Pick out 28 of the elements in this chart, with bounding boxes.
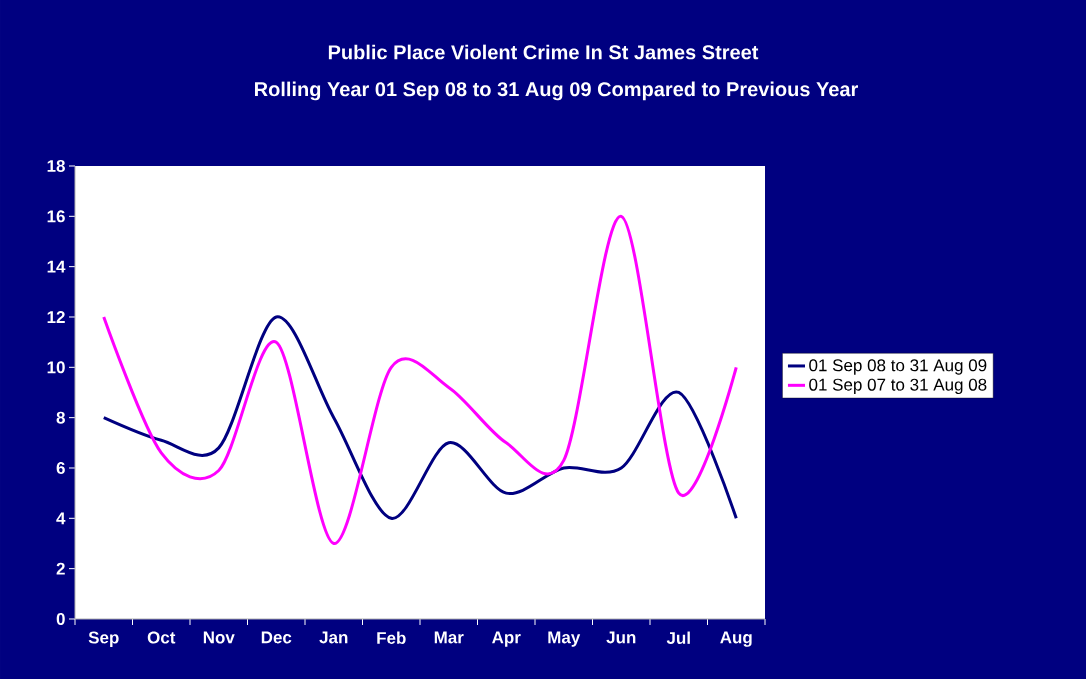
x-tick-label: Jun (606, 631, 636, 644)
x-tick-label: Dec (261, 631, 292, 644)
y-tick-label: 8 (56, 411, 65, 424)
x-tick-label: Nov (203, 631, 235, 644)
y-tick-label: 14 (47, 260, 66, 273)
x-tick-label: Oct (147, 631, 176, 644)
x-tick-label: Jan (319, 631, 348, 644)
x-tick-label: May (548, 631, 581, 647)
chart-title: Public Place Violent Crime In St James Street (328, 44, 759, 60)
y-tick-label: 4 (56, 512, 66, 525)
line-series (102, 214, 738, 545)
x-tick-label: Apr (492, 631, 521, 647)
y-tick-label: 2 (56, 562, 65, 575)
y-tick-label: 18 (47, 159, 65, 173)
chart-subtitle: Rolling Year 01 Sep 08 to 31 Aug 09 Compared to Previous Year (255, 81, 859, 101)
x-tick-label: Sep (88, 631, 119, 647)
x-tick-label: Aug (720, 631, 752, 647)
x-tick-label: Mar (434, 631, 464, 644)
y-tick-label: 10 (47, 361, 65, 374)
x-tick-label: Feb (377, 631, 406, 645)
y-tick-label: 0 (56, 612, 65, 626)
legend-label: 01 Sep 07 to 31 Aug 08 (809, 378, 987, 395)
y-tick-label: 12 (47, 311, 65, 323)
x-tick-label: Jul (666, 631, 690, 645)
legend-label: 01 Sep 08 to 31 Aug 09 (809, 359, 987, 375)
y-tick-label: 16 (47, 210, 65, 223)
line-series (102, 315, 738, 520)
y-tick-label: 6 (56, 461, 65, 475)
